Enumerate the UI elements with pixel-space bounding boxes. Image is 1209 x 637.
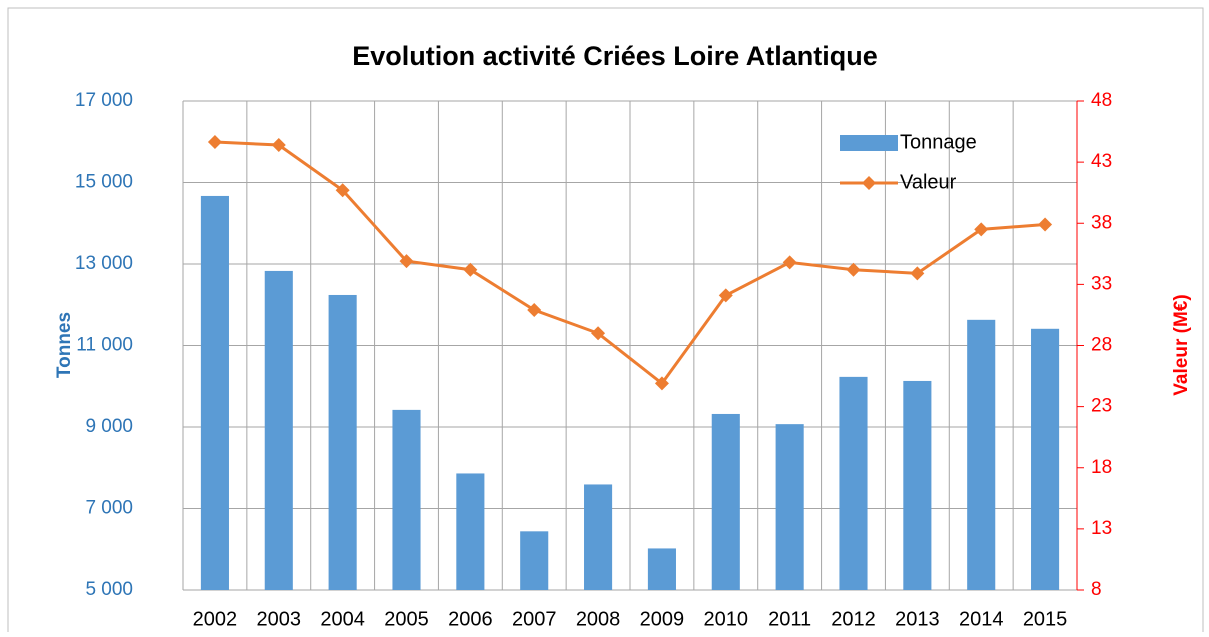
marker [1038, 217, 1053, 232]
legend-label: Valeur [900, 171, 957, 193]
chart-title: Evolution activité Criées Loire Atlantiq… [352, 41, 878, 71]
y-tick-label: 11 000 [76, 335, 133, 356]
marker [591, 326, 606, 341]
marker [271, 138, 286, 153]
marker [974, 222, 989, 237]
y-tick-label: 9 000 [85, 416, 133, 437]
y-tick-label: 7 000 [85, 498, 133, 519]
bar [903, 380, 932, 590]
y2-tick-label: 18 [1091, 457, 1112, 478]
line [214, 140, 1046, 386]
marker [207, 134, 222, 149]
y2-tick-label: 8 [1091, 579, 1102, 600]
bar [456, 473, 485, 590]
bar [647, 548, 676, 590]
y2-tick-label: 48 [1091, 90, 1112, 111]
y2-tick-label: 23 [1091, 396, 1112, 417]
marker [846, 262, 861, 277]
marker [718, 288, 733, 303]
x-tick-label: 2002 [193, 608, 238, 630]
x-tick-label: 2007 [512, 608, 557, 630]
bar [392, 409, 421, 590]
bar [200, 195, 229, 590]
marker [782, 255, 797, 270]
bar [328, 294, 357, 590]
x-tick-label: 2015 [1023, 608, 1068, 630]
x-tick-label: 2010 [704, 608, 749, 630]
marker [399, 254, 414, 269]
y-tick-label: 17 000 [75, 90, 133, 111]
y2-tick-label: 13 [1091, 518, 1112, 539]
x-tick-label: 2008 [576, 608, 621, 630]
x-tick-label: 2012 [831, 608, 876, 630]
x-tick-label: 2004 [320, 608, 365, 630]
y-tick-label: 15 000 [75, 172, 133, 193]
x-tick-label: 2006 [448, 608, 493, 630]
y2-tick-label: 43 [1091, 151, 1112, 172]
bar [711, 413, 740, 590]
bar [264, 270, 293, 590]
x-tick-label: 2009 [640, 608, 685, 630]
bar [967, 319, 996, 590]
marker [654, 376, 669, 391]
x-tick-label: 2011 [768, 608, 811, 630]
y2-axis-title: Valeur (M€) [1171, 294, 1192, 395]
y-tick-label: 5 000 [85, 579, 133, 600]
y-tick-label: 13 000 [75, 253, 133, 274]
y2-tick-label: 28 [1091, 335, 1112, 356]
x-tick-label: 2014 [959, 608, 1004, 630]
marker [335, 183, 350, 198]
x-tick-label: 2013 [895, 608, 940, 630]
legend-label: Tonnage [900, 131, 977, 153]
bar [775, 424, 804, 590]
x-tick-label: 2005 [384, 608, 429, 630]
marker [463, 262, 478, 277]
x-tick-label: 2003 [257, 608, 302, 630]
bar [584, 484, 613, 590]
bar [1031, 328, 1060, 590]
legend-marker [862, 176, 876, 190]
y2-tick-label: 38 [1091, 212, 1112, 233]
legend-swatch [840, 135, 898, 151]
bar [839, 376, 868, 590]
y-axis-title: Tonnes [54, 312, 75, 378]
marker [910, 266, 925, 281]
marker [527, 303, 542, 318]
y2-tick-label: 33 [1091, 273, 1112, 294]
bar [520, 531, 549, 590]
